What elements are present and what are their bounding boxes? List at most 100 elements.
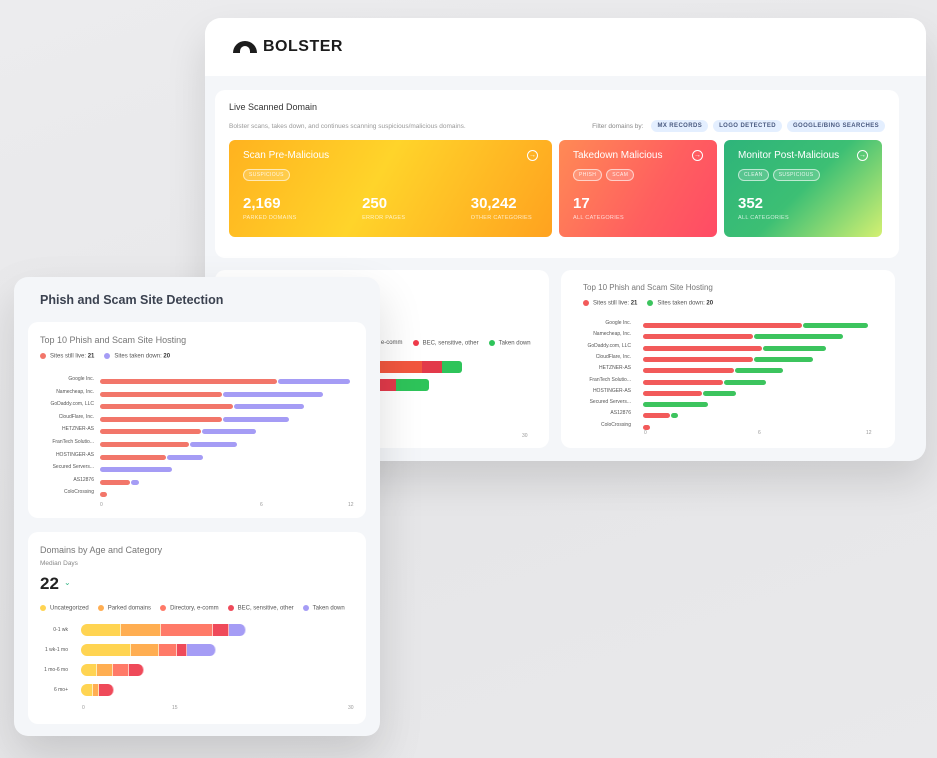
bar-segment[interactable] <box>228 624 246 636</box>
tag-scam: SCAM <box>606 169 635 181</box>
chart-title: Domains by Age and Category <box>40 545 163 555</box>
bar-segment[interactable] <box>177 644 187 656</box>
card-title: Scan Pre-Malicious <box>243 150 330 161</box>
legend-bec: BEC, sensitive, other <box>412 340 479 347</box>
bar-segment[interactable] <box>159 644 178 656</box>
bar-segment[interactable] <box>100 479 131 485</box>
bar-segment[interactable] <box>166 454 204 460</box>
bar-label: 1 wk-1 mo <box>44 647 68 653</box>
bar-segment[interactable] <box>100 442 189 447</box>
bar-label: Google Inc. <box>605 320 631 326</box>
bar-segment[interactable] <box>93 684 99 696</box>
bar-segment[interactable] <box>643 334 753 340</box>
legend-sites-taken-down: Sites taken down: 20 <box>647 300 713 307</box>
bar-segment[interactable] <box>97 664 114 676</box>
legend-directory-partial: y, e-comm <box>375 340 403 347</box>
chart-title: Top 10 Phish and Scam Site Hosting <box>40 335 187 345</box>
dashboard-window: BOLSTER Live Scanned Domain Bolster scan… <box>205 18 926 461</box>
bar-segment[interactable] <box>753 356 814 362</box>
bar-segment[interactable] <box>186 644 217 656</box>
bar-segment[interactable] <box>643 379 723 385</box>
bar-segment[interactable] <box>189 442 237 447</box>
tag-suspicious: SUSPICIOUS <box>243 169 290 181</box>
filter-mx-records[interactable]: MX RECORDS <box>651 120 709 132</box>
bar-segment[interactable] <box>643 402 708 408</box>
axis-tick: 0 <box>82 705 85 711</box>
stat-all-categories: 17 ALL CATEGORIES <box>573 195 624 221</box>
bar-label: Namecheap, Inc. <box>56 388 94 395</box>
bar-segment <box>422 361 442 373</box>
bar-segment[interactable] <box>643 345 763 351</box>
bar-label: GoDaddy.com, LLC <box>50 401 94 408</box>
axis-tick: 15 <box>172 705 178 711</box>
bar-segment[interactable] <box>81 664 98 676</box>
bolster-logo[interactable]: BOLSTER <box>233 38 343 56</box>
bar-label: HETZNER-AS <box>62 426 94 433</box>
bar-segment[interactable] <box>643 323 802 328</box>
bar-segment[interactable] <box>98 684 114 696</box>
bar-segment[interactable] <box>100 467 173 473</box>
stat-all-categories: 352 ALL CATEGORIES <box>738 195 789 221</box>
bar-segment[interactable] <box>129 664 145 676</box>
bar-segment[interactable] <box>161 624 213 636</box>
bar-segment[interactable] <box>643 368 735 374</box>
hosting-chart-panel: Top 10 Phish and Scam Site Hosting Sites… <box>28 322 366 518</box>
bar-segment[interactable] <box>202 429 256 435</box>
card-takedown-malicious[interactable]: Takedown Malicious → PHISH SCAM 17 ALL CA… <box>559 140 717 237</box>
chart-title: Top 10 Phish and Scam Site Hosting <box>583 283 713 292</box>
bar-label: 6 mo+ <box>53 687 68 693</box>
bar-label: HOSTINGER-AS <box>592 387 631 394</box>
arrow-right-circle-icon[interactable]: → <box>857 150 868 161</box>
app-header: BOLSTER <box>205 18 926 76</box>
filter-logo-detected[interactable]: LOGO DETECTED <box>713 120 782 132</box>
card-monitor-post-malicious[interactable]: Monitor Post-Malicious → CLEAN SUSPICIOU… <box>724 140 882 237</box>
bar-segment[interactable] <box>753 334 844 340</box>
filter-group: Filter domains by: MX RECORDS LOGO DETEC… <box>592 120 885 132</box>
bar-segment[interactable] <box>121 624 162 636</box>
bar-segment[interactable] <box>81 644 131 656</box>
axis-tick: 12 <box>866 430 872 436</box>
stat-error-pages: 250 ERROR PAGES <box>362 195 406 221</box>
bar-segment[interactable] <box>100 379 277 384</box>
chevron-down-icon[interactable]: ⌄ <box>64 578 71 587</box>
bar-segment[interactable] <box>643 390 703 396</box>
bar-segment[interactable] <box>100 429 202 435</box>
card-scan-pre-malicious[interactable]: Scan Pre-Malicious → SUSPICIOUS 2,169 PAR… <box>229 140 552 237</box>
bar-label: 1 mo-6 mo <box>44 667 68 673</box>
bar-label: HOSTINGER-AS <box>55 451 94 458</box>
bar-segment[interactable] <box>233 404 304 410</box>
bar-segment[interactable] <box>113 664 130 676</box>
bar-segment[interactable] <box>223 416 290 422</box>
bar-segment[interactable] <box>81 684 94 696</box>
bar-segment[interactable] <box>100 492 108 498</box>
axis-tick: 30 <box>522 433 528 439</box>
bar-label: 0-1 wk <box>53 627 68 633</box>
bar-segment[interactable] <box>100 416 223 422</box>
arrow-right-circle-icon[interactable]: → <box>692 150 703 161</box>
bar-segment[interactable] <box>643 356 753 362</box>
arrow-right-circle-icon[interactable]: → <box>527 150 538 161</box>
bar-segment[interactable] <box>735 368 783 374</box>
bar-segment[interactable] <box>277 379 350 384</box>
bar-segment[interactable] <box>763 345 827 351</box>
bar-segment[interactable] <box>131 479 139 485</box>
bar-segment[interactable] <box>643 413 671 419</box>
bar-segment[interactable] <box>100 404 233 410</box>
bar-segment[interactable] <box>703 390 736 396</box>
bar-segment[interactable] <box>802 323 868 328</box>
bar-segment[interactable] <box>130 644 160 656</box>
bar-segment[interactable] <box>643 424 650 430</box>
bar-segment[interactable] <box>212 624 229 636</box>
bar-segment[interactable] <box>100 454 166 460</box>
bar-label: Namecheap, Inc. <box>593 331 631 338</box>
axis-tick: 0 <box>100 502 103 508</box>
bar-segment[interactable] <box>100 391 223 397</box>
bar-segment[interactable] <box>81 624 122 636</box>
bar-segment[interactable] <box>723 379 767 385</box>
bar-label: CloudFlare, Inc. <box>58 413 94 420</box>
age-legend: Uncategorized Parked domains Directory, e-… <box>40 605 345 612</box>
bolster-logo-icon <box>233 41 257 53</box>
filter-google-bing-searches[interactable]: GOOGLE/BING SEARCHES <box>786 120 885 132</box>
bar-segment[interactable] <box>671 413 678 419</box>
bar-segment[interactable] <box>223 391 323 397</box>
